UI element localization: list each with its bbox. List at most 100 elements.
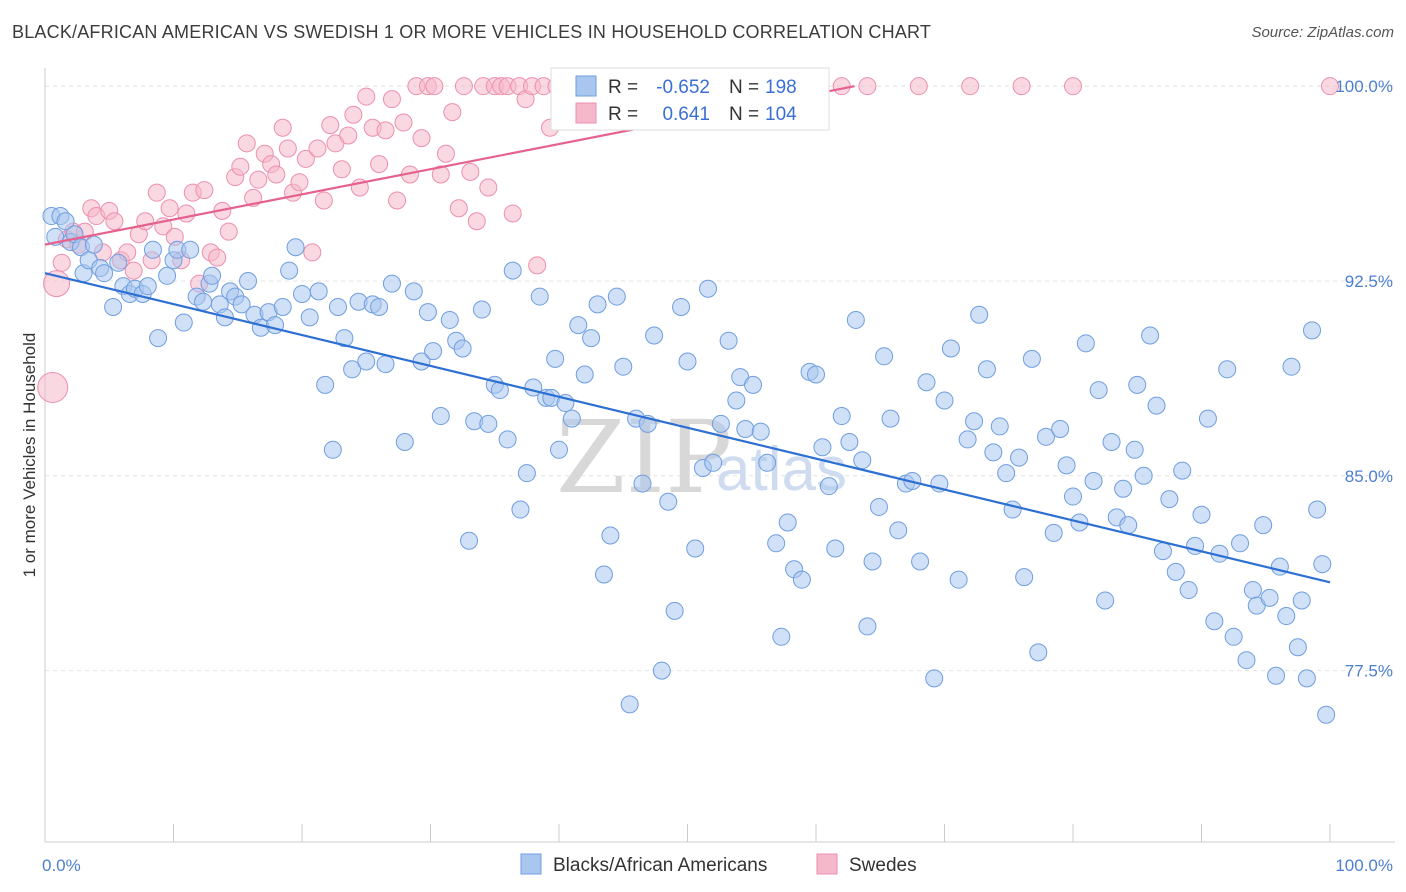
- blacks-point: [1057, 456, 1076, 475]
- blacks-point: [1317, 705, 1336, 724]
- blacks-point: [678, 352, 697, 371]
- blacks-point: [965, 412, 984, 431]
- stats-r-label-blue: R =: [608, 77, 638, 98]
- stats-r-label-pink: R =: [608, 104, 638, 125]
- swedes-point: [344, 105, 363, 124]
- blacks-point: [370, 297, 389, 316]
- blacks-point: [984, 443, 1003, 462]
- swedes-point: [376, 121, 395, 140]
- blacks-point: [869, 497, 888, 516]
- swedes-point: [503, 204, 522, 223]
- blacks-point: [772, 627, 791, 646]
- blacks-point: [704, 453, 723, 472]
- x-tick-label: 0.0%: [42, 856, 81, 875]
- blacks-point: [376, 355, 395, 374]
- swedes-point: [1321, 77, 1339, 96]
- blacks-point: [95, 264, 114, 283]
- blacks-point: [875, 347, 894, 366]
- blacks-point: [699, 279, 718, 298]
- blacks-point: [911, 552, 930, 571]
- blacks-point: [1076, 334, 1095, 353]
- blacks-point: [997, 464, 1016, 483]
- blacks-point: [758, 453, 777, 472]
- blacks-point: [575, 365, 594, 384]
- blacks-point: [424, 342, 443, 361]
- blacks-point: [232, 295, 251, 314]
- blacks-point: [1282, 357, 1301, 376]
- blacks-point: [853, 451, 872, 470]
- swedes-point: [454, 77, 473, 96]
- blacks-point: [1102, 433, 1121, 452]
- blacks-point: [418, 303, 437, 322]
- blacks-point: [1125, 440, 1144, 459]
- blacks-point: [1064, 487, 1082, 506]
- blacks-point: [807, 365, 825, 384]
- blacks-point: [941, 339, 960, 358]
- axes: [44, 68, 1395, 843]
- blacks-point: [977, 360, 996, 379]
- blacks-point: [1022, 349, 1041, 368]
- blacks-point: [958, 430, 977, 449]
- blacks-trend-line: [44, 272, 1331, 584]
- swedes-point: [147, 183, 166, 202]
- blacks-point: [316, 375, 335, 394]
- x-tick-label: 100.0%: [1335, 856, 1393, 875]
- swedes-point: [425, 77, 444, 96]
- blacks-point: [138, 277, 157, 296]
- blacks-point: [767, 534, 786, 553]
- swedes-point: [1064, 77, 1082, 96]
- swedes-point: [528, 256, 547, 275]
- blacks-point: [328, 297, 347, 316]
- blacks-point: [56, 212, 75, 231]
- blacks-point: [203, 266, 222, 285]
- blacks-point: [404, 282, 423, 301]
- blacks-point: [530, 287, 549, 306]
- swedes-point: [105, 212, 124, 231]
- blacks-point: [1160, 490, 1179, 509]
- blacks-point: [194, 292, 213, 311]
- swedes-point: [443, 103, 462, 122]
- blacks-point: [1084, 471, 1103, 490]
- blacks-point: [949, 570, 968, 589]
- blacks-point: [588, 295, 607, 314]
- blacks-point: [181, 240, 200, 259]
- blacks-point: [1166, 562, 1185, 581]
- blacks-point: [1243, 581, 1262, 600]
- blacks-point: [1015, 568, 1034, 587]
- stats-legend: R = -0.652 N = 198 R = 0.641 N = 104: [550, 67, 830, 131]
- blacks-point: [511, 500, 530, 519]
- blacks-point: [813, 438, 832, 457]
- swedes-point: [449, 199, 468, 218]
- blacks-point: [881, 409, 900, 428]
- watermark: ZIP atlas: [556, 399, 847, 516]
- blacks-point: [1037, 427, 1056, 446]
- blacks-point: [472, 300, 491, 319]
- swedes-point: [249, 170, 268, 189]
- blacks-point: [1288, 638, 1307, 657]
- blacks-point: [826, 539, 845, 558]
- blacks-point: [819, 477, 838, 496]
- swedes-point: [909, 77, 928, 96]
- blacks-point: [778, 513, 797, 532]
- blacks-point: [607, 287, 626, 306]
- legend-swatch-pink: [575, 102, 597, 124]
- blacks-point: [503, 261, 522, 280]
- blacks-point: [1192, 505, 1211, 524]
- stats-n-label-blue: N =: [729, 77, 759, 98]
- blacks-point: [517, 464, 536, 483]
- blacks-point: [1029, 643, 1048, 662]
- swedes-point: [160, 199, 179, 218]
- blacks-point: [858, 617, 877, 636]
- swedes-point: [267, 165, 286, 184]
- blacks-point: [751, 422, 770, 441]
- blacks-point: [594, 565, 613, 584]
- swedes-point: [177, 204, 196, 223]
- blacks-point: [1119, 516, 1138, 535]
- blacks-point: [453, 339, 472, 358]
- swedes-point: [231, 157, 250, 176]
- blacks-point: [280, 261, 299, 280]
- blacks-point: [479, 414, 498, 433]
- blacks-point: [286, 238, 305, 257]
- blacks-point: [1205, 612, 1224, 631]
- swedes-point: [370, 155, 389, 174]
